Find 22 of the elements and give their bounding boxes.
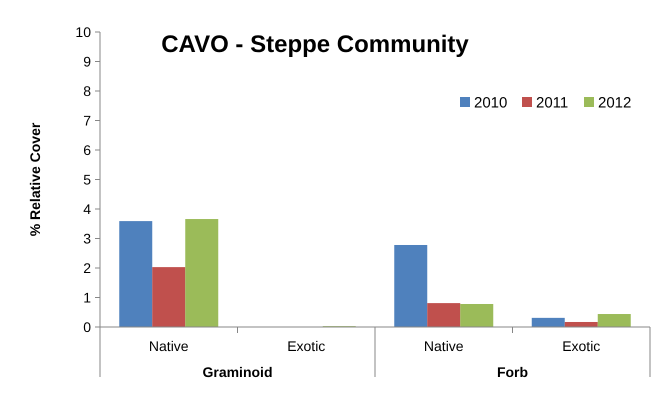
y-tick-label: 8 xyxy=(83,82,92,99)
y-tick-label: 2 xyxy=(83,260,92,276)
y-tick-label: 5 xyxy=(83,171,92,188)
y-axis-title: % Relative Cover xyxy=(27,122,43,236)
text: Graminoid xyxy=(202,364,273,380)
y-tick-label: 3 xyxy=(83,230,92,246)
y-tick-label: 6 xyxy=(83,142,92,158)
legend-label: 2011 xyxy=(536,94,568,112)
text: Forb xyxy=(496,364,528,380)
x-tick-label: Native xyxy=(424,338,464,354)
legend-label: 2010 xyxy=(474,94,508,112)
y-tick-label: 9 xyxy=(83,53,92,70)
y-tick-label: 4 xyxy=(83,200,92,217)
y-tick-label: 1 xyxy=(83,289,92,306)
chart-title: CAVO - Steppe Community xyxy=(161,31,470,58)
y-tick-label: 10 xyxy=(75,24,92,40)
x-tick-label: Native xyxy=(148,338,189,354)
y-tick-label: 0 xyxy=(83,318,92,335)
y-tick-label: 7 xyxy=(83,112,92,128)
x-tick-label: Exotic xyxy=(287,338,326,354)
legend-label: 2012 xyxy=(598,94,632,112)
x-tick-label: Exotic xyxy=(562,338,600,354)
